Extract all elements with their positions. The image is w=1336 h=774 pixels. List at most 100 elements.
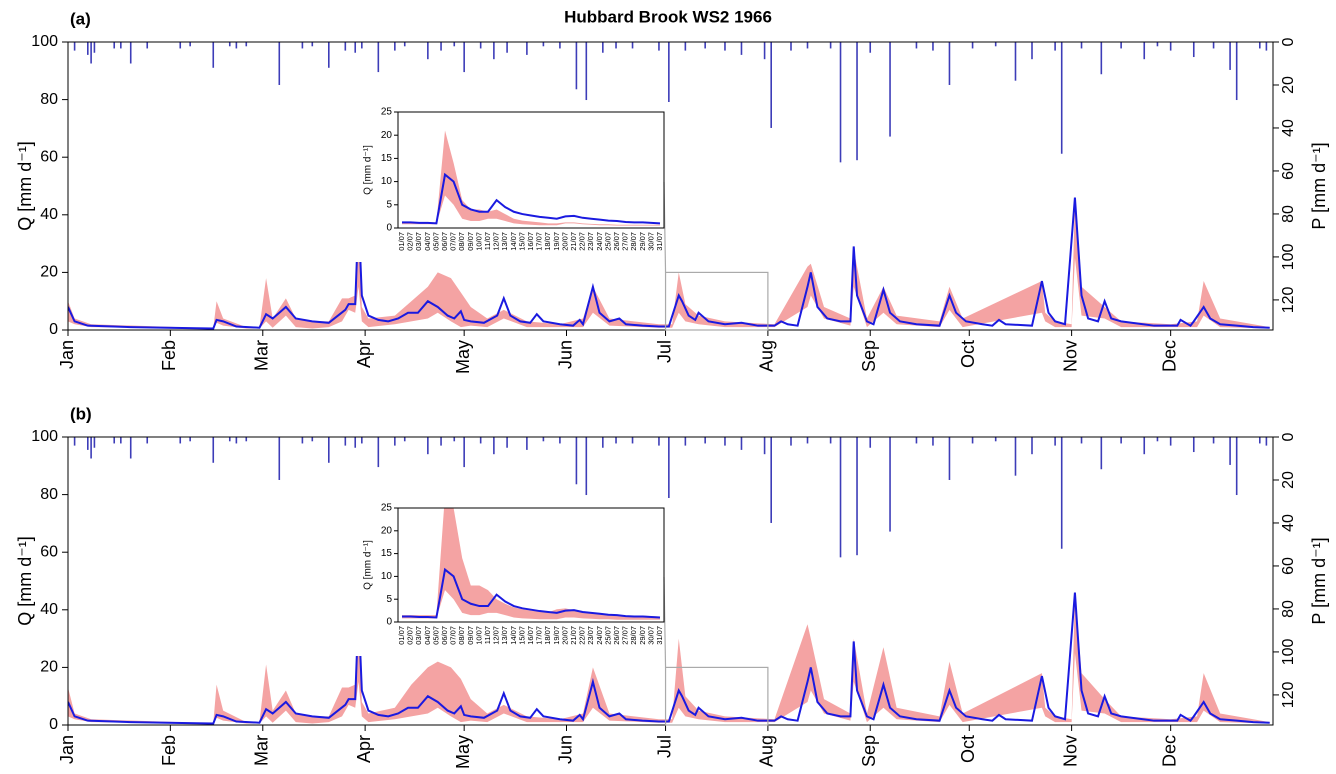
inset-y-axis-label: Q [mm d⁻¹] [363, 540, 374, 590]
plot-frame [67, 436, 1274, 726]
inset-x-tick-label: 29/07 [638, 232, 647, 251]
inset-background [352, 102, 670, 262]
inset-x-tick-label: 14/07 [509, 232, 518, 251]
inset-x-tick-label: 25/07 [603, 232, 612, 251]
x-tick-label: Dec [1159, 340, 1179, 372]
inset-y-axis-label: Q [mm d⁻¹] [363, 145, 374, 195]
y-tick-label: 0 [49, 716, 58, 733]
inset-x-tick-label: 24/07 [595, 626, 604, 645]
inset-x-tick-label: 02/07 [406, 626, 415, 645]
inset-x-tick-label: 28/07 [629, 626, 638, 645]
y-axis-label: Q [mm d⁻¹] [15, 141, 35, 231]
y-tick-label: 100 [31, 428, 58, 445]
inset-x-tick-label: 28/07 [629, 232, 638, 251]
y2-axis-label: P [mm d⁻¹] [1309, 142, 1329, 229]
inset-background [352, 498, 670, 656]
plot-area [68, 42, 1270, 330]
y-tick-label: 20 [40, 264, 58, 281]
y2-tick-label: 100 [1280, 243, 1297, 270]
y2-tick-label: 120 [1280, 681, 1297, 708]
inset-x-tick-label: 11/07 [483, 232, 492, 250]
x-tick-label: Jun [555, 735, 575, 764]
inset-x-tick-label: 06/07 [440, 626, 449, 645]
inset-x-tick-label: 13/07 [500, 232, 509, 251]
inset-x-tick-label: 16/07 [526, 232, 535, 251]
inset-y-tick-label: 0 [386, 617, 392, 628]
x-tick-label: Jul [654, 340, 674, 363]
inset-y-tick-label: 5 [386, 594, 392, 605]
inset-x-tick-label: 18/07 [543, 232, 552, 251]
x-tick-label: Aug [757, 340, 777, 372]
x-tick-label: Oct [958, 735, 978, 763]
inset-x-tick-label: 10/07 [474, 626, 483, 645]
discharge-line [68, 197, 1270, 330]
inset-y-tick-label: 25 [381, 107, 393, 118]
y2-tick-label: 40 [1280, 119, 1297, 137]
inset-x-tick-label: 15/07 [517, 232, 526, 251]
x-tick-label: Nov [1060, 340, 1080, 372]
inset-x-tick-label: 21/07 [569, 626, 578, 645]
y-tick-label: 40 [40, 601, 58, 618]
inset-x-tick-label: 06/07 [440, 232, 449, 251]
inset-y-tick-label: 20 [381, 525, 393, 536]
x-tick-label: Jan [57, 340, 77, 369]
inset-x-tick-label: 20/07 [560, 626, 569, 645]
inset-x-tick-label: 04/07 [423, 232, 432, 251]
inset-x-tick-label: 17/07 [535, 626, 544, 645]
y2-axis-label: P [mm d⁻¹] [1309, 537, 1329, 624]
y2-tick-label: 100 [1280, 638, 1297, 665]
x-tick-label: May [453, 735, 473, 769]
inset-x-tick-label: 12/07 [492, 626, 501, 645]
inset-x-tick-label: 17/07 [535, 232, 544, 251]
inset-x-tick-label: 11/07 [483, 626, 492, 644]
inset-x-tick-label: 08/07 [457, 626, 466, 645]
inset-x-tick-label: 18/07 [543, 626, 552, 645]
y-tick-label: 100 [31, 33, 58, 50]
y2-tick-label: 120 [1280, 286, 1297, 313]
y-tick-label: 20 [40, 659, 58, 676]
inset-x-tick-label: 10/07 [474, 232, 483, 251]
x-tick-label: Jan [57, 735, 77, 764]
y2-tick-label: 20 [1280, 76, 1297, 94]
inset-x-tick-label: 19/07 [552, 232, 561, 251]
y-tick-label: 80 [40, 91, 58, 108]
uncertainty-band [402, 508, 660, 620]
x-tick-label: Nov [1060, 735, 1080, 767]
inset-x-tick-label: 08/07 [457, 232, 466, 251]
y2-tick-label: 80 [1280, 600, 1297, 618]
x-tick-label: Feb [159, 340, 179, 371]
x-tick-label: Apr [354, 340, 374, 368]
inset-y-tick-label: 0 [386, 223, 392, 234]
inset-x-tick-label: 20/07 [560, 232, 569, 251]
discharge-line [402, 567, 661, 619]
zoom-box [664, 271, 769, 331]
inset-y-tick-label: 15 [381, 153, 393, 164]
y-tick-label: 60 [40, 148, 58, 165]
inset-x-tick-label: 02/07 [406, 232, 415, 251]
inset-x-tick-label: 30/07 [646, 626, 655, 645]
x-tick-label: Jun [555, 340, 575, 369]
inset-x-tick-label: 15/07 [517, 626, 526, 645]
discharge-line [402, 172, 661, 225]
inset-x-tick-label: 05/07 [431, 626, 440, 645]
inset-x-tick-label: 19/07 [552, 626, 561, 645]
inset-x-tick-label: 27/07 [621, 232, 630, 251]
zoom-box [664, 666, 769, 726]
inset-x-tick-label: 31/07 [655, 626, 664, 645]
inset-x-tick-label: 07/07 [449, 232, 458, 251]
inset-x-tick-label: 04/07 [423, 626, 432, 645]
inset-x-tick-label: 09/07 [466, 232, 475, 251]
inset-x-tick-label: 30/07 [646, 232, 655, 251]
inset-x-tick-label: 12/07 [492, 232, 501, 251]
inset-x-tick-label: 13/07 [500, 626, 509, 645]
inset-x-tick-label: 16/07 [526, 626, 535, 645]
inset-x-tick-label: 31/07 [655, 232, 664, 251]
panel-label: (b) [70, 404, 92, 423]
discharge-line [68, 592, 1270, 725]
inset-x-tick-label: 09/07 [466, 626, 475, 645]
x-tick-label: Mar [252, 735, 272, 766]
inset-frame [397, 507, 665, 623]
inset-x-tick-label: 14/07 [509, 626, 518, 645]
inset-x-tick-label: 01/07 [397, 232, 406, 251]
y-tick-label: 0 [49, 321, 58, 338]
